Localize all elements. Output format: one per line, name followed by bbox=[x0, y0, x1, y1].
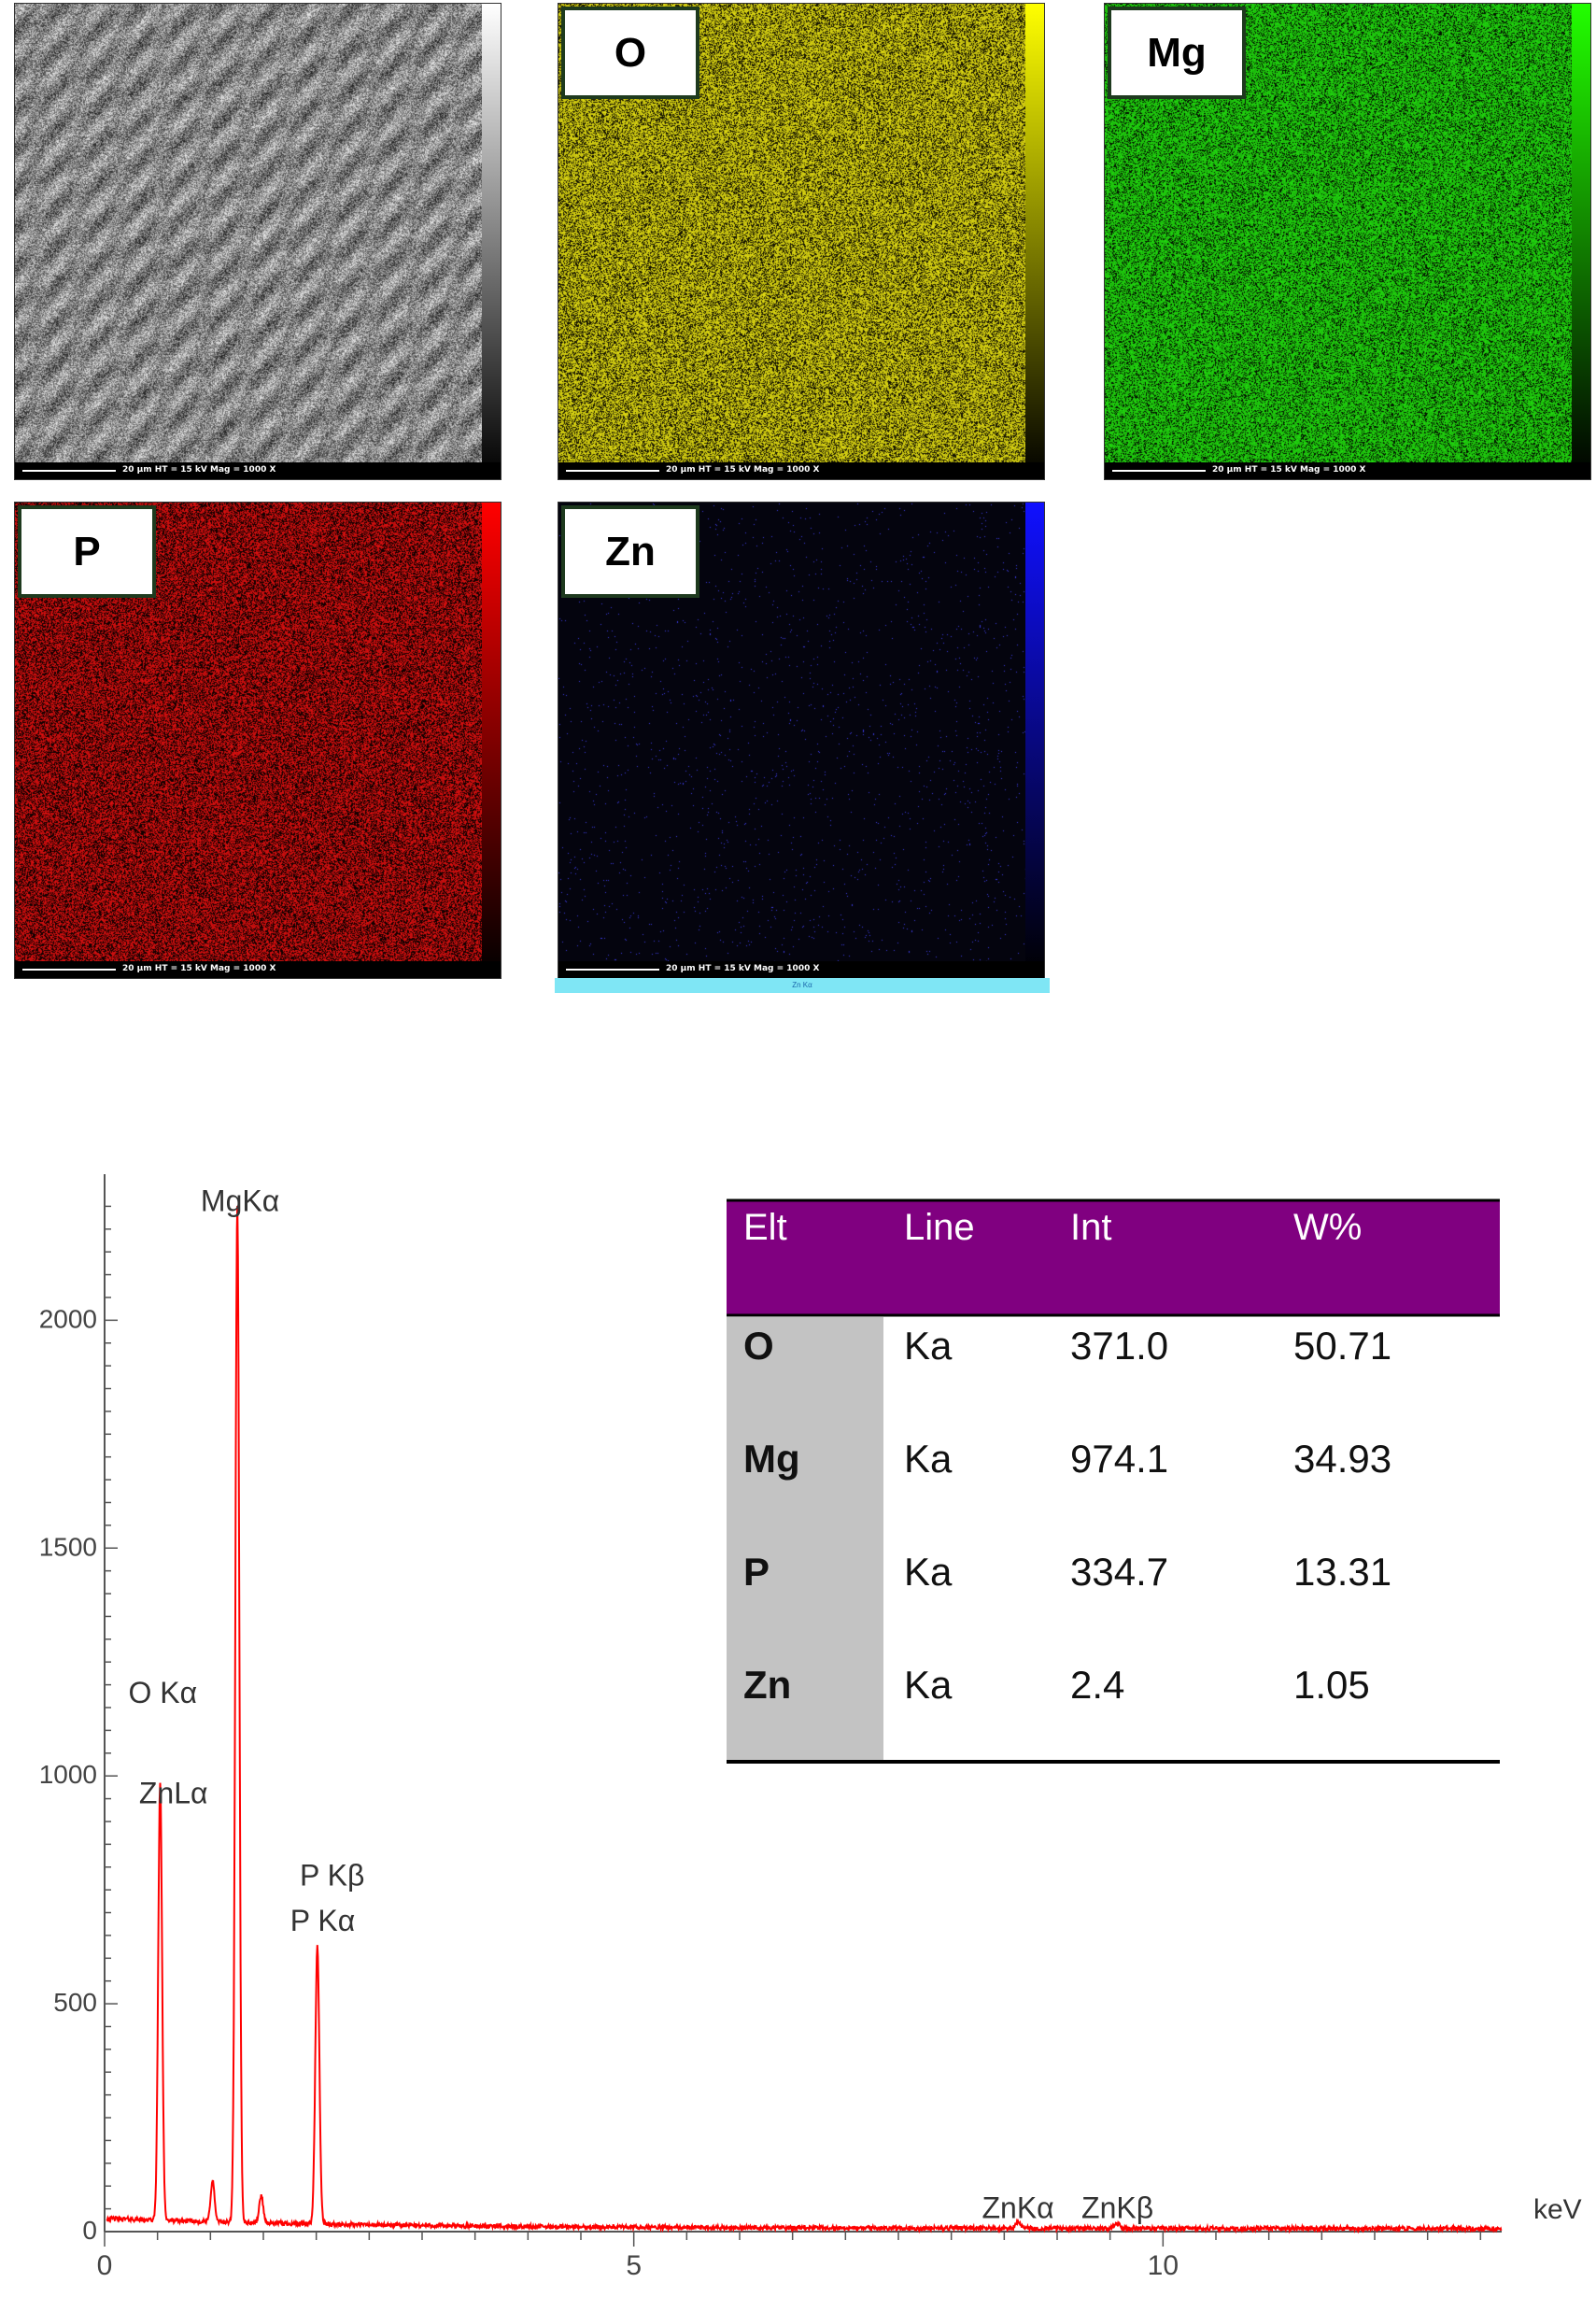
mg-color-bar bbox=[1572, 4, 1590, 479]
y-tick-label: 0 bbox=[82, 2216, 97, 2245]
table-cell: 13.31 bbox=[1293, 1550, 1391, 1594]
scale-bar: 20 µm HT = 15 kV Mag = 1000 X bbox=[558, 961, 1044, 978]
table-cell: 34.93 bbox=[1293, 1437, 1391, 1481]
table-cell: 371.0 bbox=[1070, 1324, 1168, 1368]
table-cell: 974.1 bbox=[1070, 1437, 1168, 1481]
table-cell: 2.4 bbox=[1070, 1663, 1124, 1707]
peak-label: ZnLα bbox=[139, 1776, 208, 1809]
table-header-cell: W% bbox=[1293, 1207, 1362, 1248]
zn-label: Zn bbox=[561, 505, 699, 598]
y-tick-label: 2000 bbox=[39, 1304, 97, 1333]
mg-map-panel: Mg 20 µm HT = 15 kV Mag = 1000 X bbox=[1104, 3, 1591, 480]
table-first-col-bg bbox=[727, 1317, 883, 1760]
table-cell: 50.71 bbox=[1293, 1324, 1391, 1368]
y-tick-label: 1000 bbox=[39, 1760, 97, 1789]
scale-bar: 20 µm HT = 15 kV Mag = 1000 X bbox=[1105, 462, 1590, 479]
zn-map-panel: Zn 20 µm HT = 15 kV Mag = 1000 X bbox=[558, 502, 1045, 979]
table-header-cell: Int bbox=[1070, 1207, 1111, 1248]
table-cell: Ka bbox=[904, 1663, 953, 1707]
table-cell: Ka bbox=[904, 1437, 953, 1481]
table-cell: Zn bbox=[743, 1663, 791, 1707]
o-map-panel: O 20 µm HT = 15 kV Mag = 1000 X bbox=[558, 3, 1045, 480]
y-tick-label: 1500 bbox=[39, 1532, 97, 1561]
o-label: O bbox=[561, 7, 699, 99]
table-cell: Ka bbox=[904, 1324, 953, 1368]
peak-label: ZnKβ bbox=[1081, 2191, 1153, 2224]
zn-color-bar bbox=[1025, 503, 1044, 978]
peak-label: O Kα bbox=[129, 1676, 198, 1709]
p-color-bar bbox=[482, 503, 501, 978]
zn-map-footer: Zn Kα bbox=[555, 978, 1050, 993]
table-cell: Mg bbox=[743, 1437, 800, 1481]
grayscale-bar bbox=[482, 4, 501, 479]
scale-bar: 20 µm HT = 15 kV Mag = 1000 X bbox=[558, 462, 1044, 479]
peak-label: P Kα bbox=[290, 1904, 356, 1937]
table-header-bg bbox=[727, 1200, 1500, 1315]
table-cell: 334.7 bbox=[1070, 1550, 1168, 1594]
mg-label: Mg bbox=[1108, 7, 1246, 99]
peak-label: P Kβ bbox=[300, 1858, 364, 1892]
sem-image-panel: 20 µm HT = 15 kV Mag = 1000 X bbox=[14, 3, 501, 480]
table-header-cell: Line bbox=[904, 1207, 975, 1248]
x-tick-label: 5 bbox=[626, 2250, 642, 2281]
o-color-bar bbox=[1025, 4, 1044, 479]
p-map-panel: P 20 µm HT = 15 kV Mag = 1000 X bbox=[14, 502, 501, 979]
table-header-cell: Elt bbox=[743, 1207, 787, 1248]
eds-spectrum-chart: 0 500 1000 1500 2000 0 5 10 MgKα O Kα ZnLα P Kβ P K… bbox=[39, 1174, 1582, 2281]
series-line bbox=[106, 1205, 1503, 2234]
table-cell: 1.05 bbox=[1293, 1663, 1370, 1707]
peak-label: ZnKα bbox=[982, 2191, 1053, 2224]
x-tick-label: 0 bbox=[97, 2250, 113, 2281]
peak-label: MgKα bbox=[201, 1184, 279, 1217]
scale-bar: 20 µm HT = 15 kV Mag = 1000 X bbox=[15, 462, 501, 479]
sem-image bbox=[15, 4, 501, 479]
x-axis-label: keV bbox=[1533, 2194, 1582, 2225]
y-tick-label: 500 bbox=[53, 1988, 97, 2017]
table-cell: Ka bbox=[904, 1550, 953, 1594]
x-tick-label: 10 bbox=[1148, 2250, 1179, 2281]
table-cell: O bbox=[743, 1324, 774, 1368]
scale-bar: 20 µm HT = 15 kV Mag = 1000 X bbox=[15, 961, 501, 978]
peak-annotations: MgKα O Kα ZnLα P Kβ P Kα ZnKα ZnKβ bbox=[129, 1184, 1154, 2224]
table-cell: P bbox=[743, 1550, 770, 1594]
composition-table: Elt Line Int W% O Ka 371.0 50.71 Mg Ka 974.1 34.93 P… bbox=[727, 1198, 1500, 1764]
p-label: P bbox=[18, 505, 156, 598]
